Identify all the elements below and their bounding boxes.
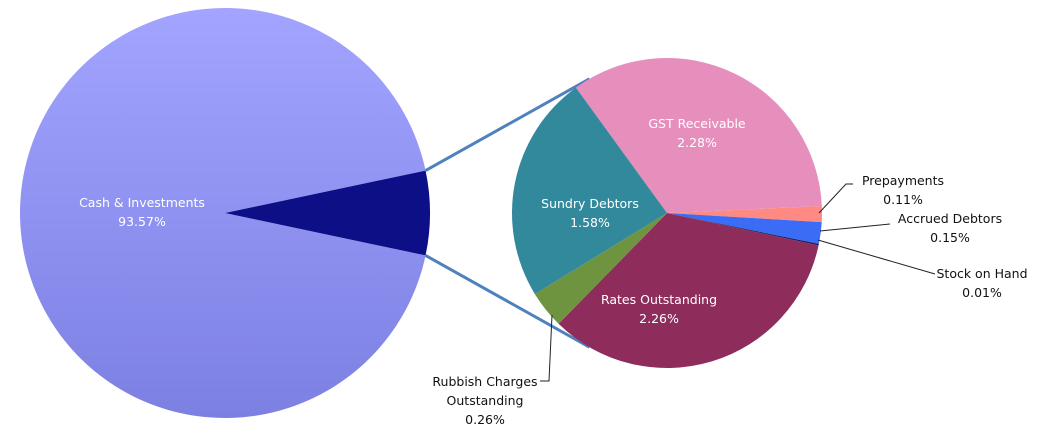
label-name: Rubbish Charges Outstanding: [432, 374, 538, 408]
pie-slice: [558, 213, 819, 368]
data-label: Rates Outstanding 2.26%: [589, 290, 729, 328]
pie-slice: [667, 213, 822, 244]
label-value: 0.15%: [930, 230, 970, 245]
pie-slice-other: [225, 170, 430, 256]
pie-slice: [667, 206, 822, 223]
data-label: Stock on Hand 0.01%: [922, 264, 1042, 302]
label-value: 0.01%: [962, 285, 1002, 300]
label-name: Prepayments: [861, 173, 945, 188]
label-name: Cash & Investments: [79, 195, 205, 210]
leader-line: [540, 314, 553, 382]
leader-line: [818, 183, 853, 214]
leader-line: [817, 239, 936, 275]
pie-slice: [534, 213, 667, 324]
label-value: 93.57%: [118, 214, 166, 229]
pie-slice: [667, 213, 819, 246]
data-label: Prepayments 0.11%: [843, 171, 963, 209]
pie-slice: [575, 58, 822, 213]
label-value: 0.11%: [883, 192, 923, 207]
data-label: Sundry Debtors 1.58%: [520, 194, 660, 232]
data-label: Rubbish Charges Outstanding 0.26%: [425, 372, 545, 429]
label-value: 0.26%: [465, 412, 505, 427]
label-name: Sundry Debtors: [541, 196, 639, 211]
label-value: 1.58%: [570, 215, 610, 230]
label-name: Accrued Debtors: [897, 211, 1003, 226]
label-name: Stock on Hand: [936, 266, 1028, 281]
connector-line: [424, 254, 591, 349]
label-value: 2.28%: [677, 135, 717, 150]
data-label: Accrued Debtors 0.15%: [880, 209, 1020, 247]
label-value: 2.26%: [639, 311, 679, 326]
leader-line: [819, 223, 891, 232]
pie-slice: [512, 87, 667, 295]
connector-line: [424, 77, 591, 172]
data-label: Cash & Investments 93.57%: [62, 193, 222, 231]
pie-slice: [19, 8, 426, 419]
label-name: Rates Outstanding: [600, 292, 718, 307]
label-name: GST Receivable: [648, 116, 746, 131]
data-label: GST Receivable 2.28%: [617, 114, 777, 152]
